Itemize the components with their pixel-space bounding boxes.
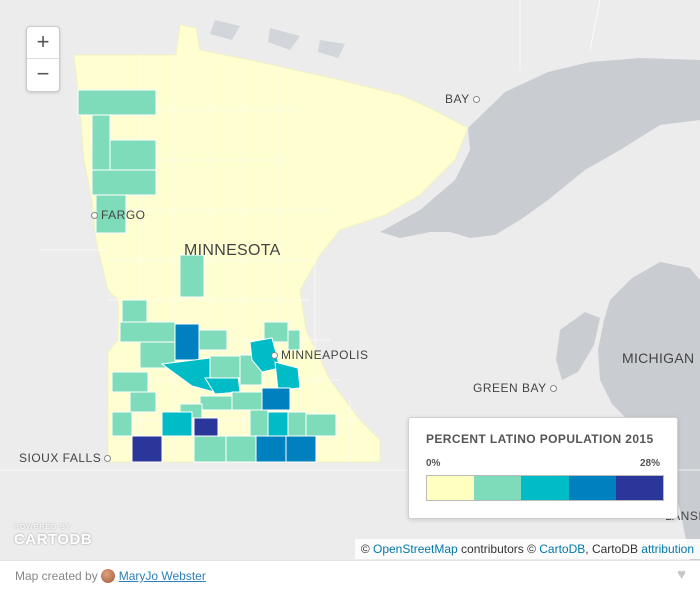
legend-swatch-4 xyxy=(568,476,616,500)
city-dot-icon xyxy=(271,352,278,360)
legend-max-label: 28% xyxy=(639,458,660,469)
choropleth-counties xyxy=(77,89,337,463)
place-minneapolis: MINNEAPOLIS xyxy=(268,348,369,362)
place-green-bay: GREEN BAY xyxy=(473,381,560,395)
state-label-michigan: MICHIGAN xyxy=(622,350,695,366)
attribution-middle: contributors © xyxy=(457,542,540,556)
map-canvas[interactable]: + − BAY FARGO MINNESOTA MINNEAPOLIS MICH… xyxy=(0,0,700,560)
legend: PERCENT LATINO POPULATION 2015 0% 28% xyxy=(408,417,678,519)
city-dot-icon xyxy=(104,455,112,463)
place-fargo-label: FARGO xyxy=(101,208,146,222)
place-fargo: FARGO xyxy=(88,208,146,222)
roads xyxy=(0,0,700,471)
place-sioux-falls: SIOUX FALLS xyxy=(19,451,114,465)
legend-swatch-2 xyxy=(474,476,522,500)
heart-icon[interactable]: ♥ xyxy=(677,566,686,583)
created-by-text: Map created by xyxy=(15,569,98,583)
powered-by-text: POWERED BY xyxy=(14,524,72,531)
place-bay: BAY xyxy=(445,92,483,106)
attribution-prefix: © xyxy=(360,542,373,556)
cartodb-logo[interactable]: POWERED BY CARTODB xyxy=(14,524,92,548)
cartodb-link[interactable]: CartoDB xyxy=(539,542,586,556)
attribution-after: , CartoDB xyxy=(585,542,642,556)
green-bay-water xyxy=(556,312,600,380)
legend-swatch-1 xyxy=(427,476,475,500)
attribution-link[interactable]: attribution xyxy=(641,542,694,556)
attribution: © OpenStreetMap contributors © CartoDB, … xyxy=(354,539,700,559)
legend-swatch-3 xyxy=(521,476,569,500)
legend-color-ramp xyxy=(426,475,664,501)
zoom-out-button[interactable]: − xyxy=(36,61,50,86)
zoom-control: + − xyxy=(26,26,60,92)
legend-min-label: 0% xyxy=(426,458,441,469)
city-dot-icon xyxy=(549,385,557,393)
place-minneapolis-label: MINNEAPOLIS xyxy=(281,348,369,362)
author-link[interactable]: MaryJo Webster xyxy=(118,569,206,583)
zoom-in-button[interactable]: + xyxy=(27,27,59,59)
place-green-bay-label: GREEN BAY xyxy=(473,381,547,395)
state-label-minnesota: MINNESOTA xyxy=(184,242,281,259)
place-sioux-falls-label: SIOUX FALLS xyxy=(19,451,102,465)
legend-title: PERCENT LATINO POPULATION 2015 xyxy=(426,432,654,446)
city-dot-icon xyxy=(91,212,98,220)
avatar xyxy=(100,568,115,583)
legend-swatch-5 xyxy=(615,476,664,500)
lake-superior xyxy=(380,58,700,238)
footer: Map created by MaryJo Webster ♥ xyxy=(0,560,700,591)
city-dot-icon xyxy=(472,96,480,104)
openstreetmap-link[interactable]: OpenStreetMap xyxy=(373,542,458,556)
map-credit: Map created by MaryJo Webster xyxy=(15,568,206,583)
lakes-north xyxy=(210,20,345,58)
place-bay-label: BAY xyxy=(445,92,470,106)
cartodb-logo-text: CARTODB xyxy=(14,531,93,548)
